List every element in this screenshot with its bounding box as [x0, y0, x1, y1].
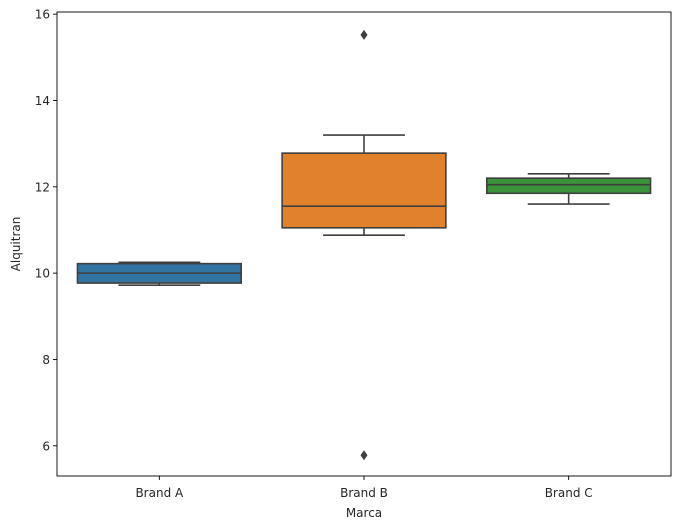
y-tick-label: 10 [35, 267, 50, 281]
box-brand-b [281, 29, 447, 461]
y-tick-label: 12 [35, 180, 50, 194]
axes: 6 8 10 12 14 16 Brand A Brand B Brand C [35, 8, 672, 500]
x-tick-label: Brand C [545, 486, 593, 500]
outlier-point [360, 450, 368, 461]
box-brand-a [76, 261, 243, 287]
box-iqr [281, 152, 447, 229]
box-iqr [485, 177, 652, 195]
y-axis-label: Alquitran [9, 217, 23, 272]
plot-area [76, 29, 652, 461]
x-axis-label: Marca [346, 506, 382, 520]
y-tick-label: 14 [35, 94, 50, 108]
x-tick-label: Brand B [340, 486, 388, 500]
y-tick-label: 6 [42, 439, 50, 453]
outlier-point [360, 29, 368, 40]
y-tick-label: 8 [42, 353, 50, 367]
box-brand-c [485, 173, 652, 205]
x-tick-label: Brand A [135, 486, 184, 500]
y-tick-label: 16 [35, 8, 50, 22]
axes-frame [56, 11, 672, 477]
